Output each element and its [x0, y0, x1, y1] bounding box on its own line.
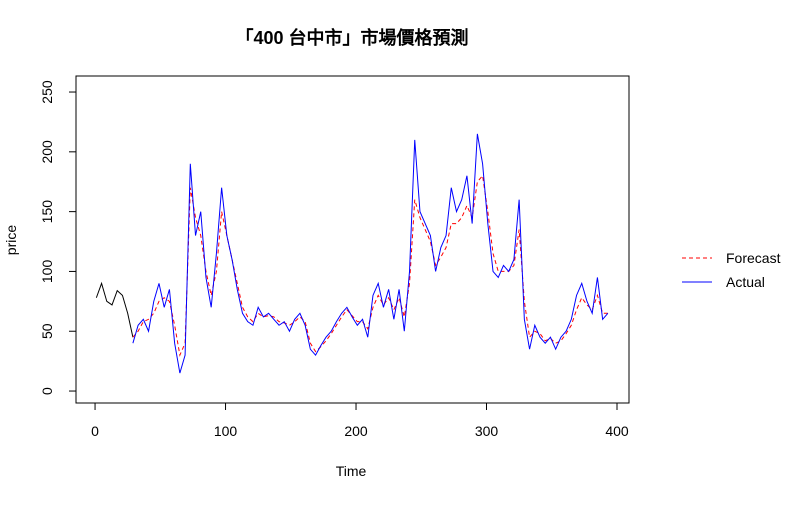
x-tick-label: 200: [344, 423, 368, 439]
y-axis-label: price: [3, 225, 19, 256]
chart-title: 「400 台中市」市場價格預測: [235, 27, 468, 48]
y-tick-label: 200: [39, 140, 55, 164]
y-tick-label: 250: [39, 80, 55, 104]
y-tick-label: 100: [39, 260, 55, 284]
x-tick-label: 100: [214, 423, 238, 439]
series-line: [132, 133, 609, 374]
y-tick-label: 0: [39, 387, 55, 395]
x-axis-label: Time: [336, 463, 367, 479]
y-tick-label: 150: [39, 200, 55, 224]
series-line: [132, 174, 608, 357]
x-tick-label: 400: [605, 423, 629, 439]
x-tick-label: 300: [475, 423, 499, 439]
x-tick-label: 0: [91, 423, 99, 439]
y-tick-label: 50: [39, 323, 55, 339]
series-line: [95, 281, 134, 338]
plot-frame: [75, 75, 630, 404]
legend-label: Forecast: [726, 250, 781, 266]
legend-label: Actual: [726, 274, 765, 290]
